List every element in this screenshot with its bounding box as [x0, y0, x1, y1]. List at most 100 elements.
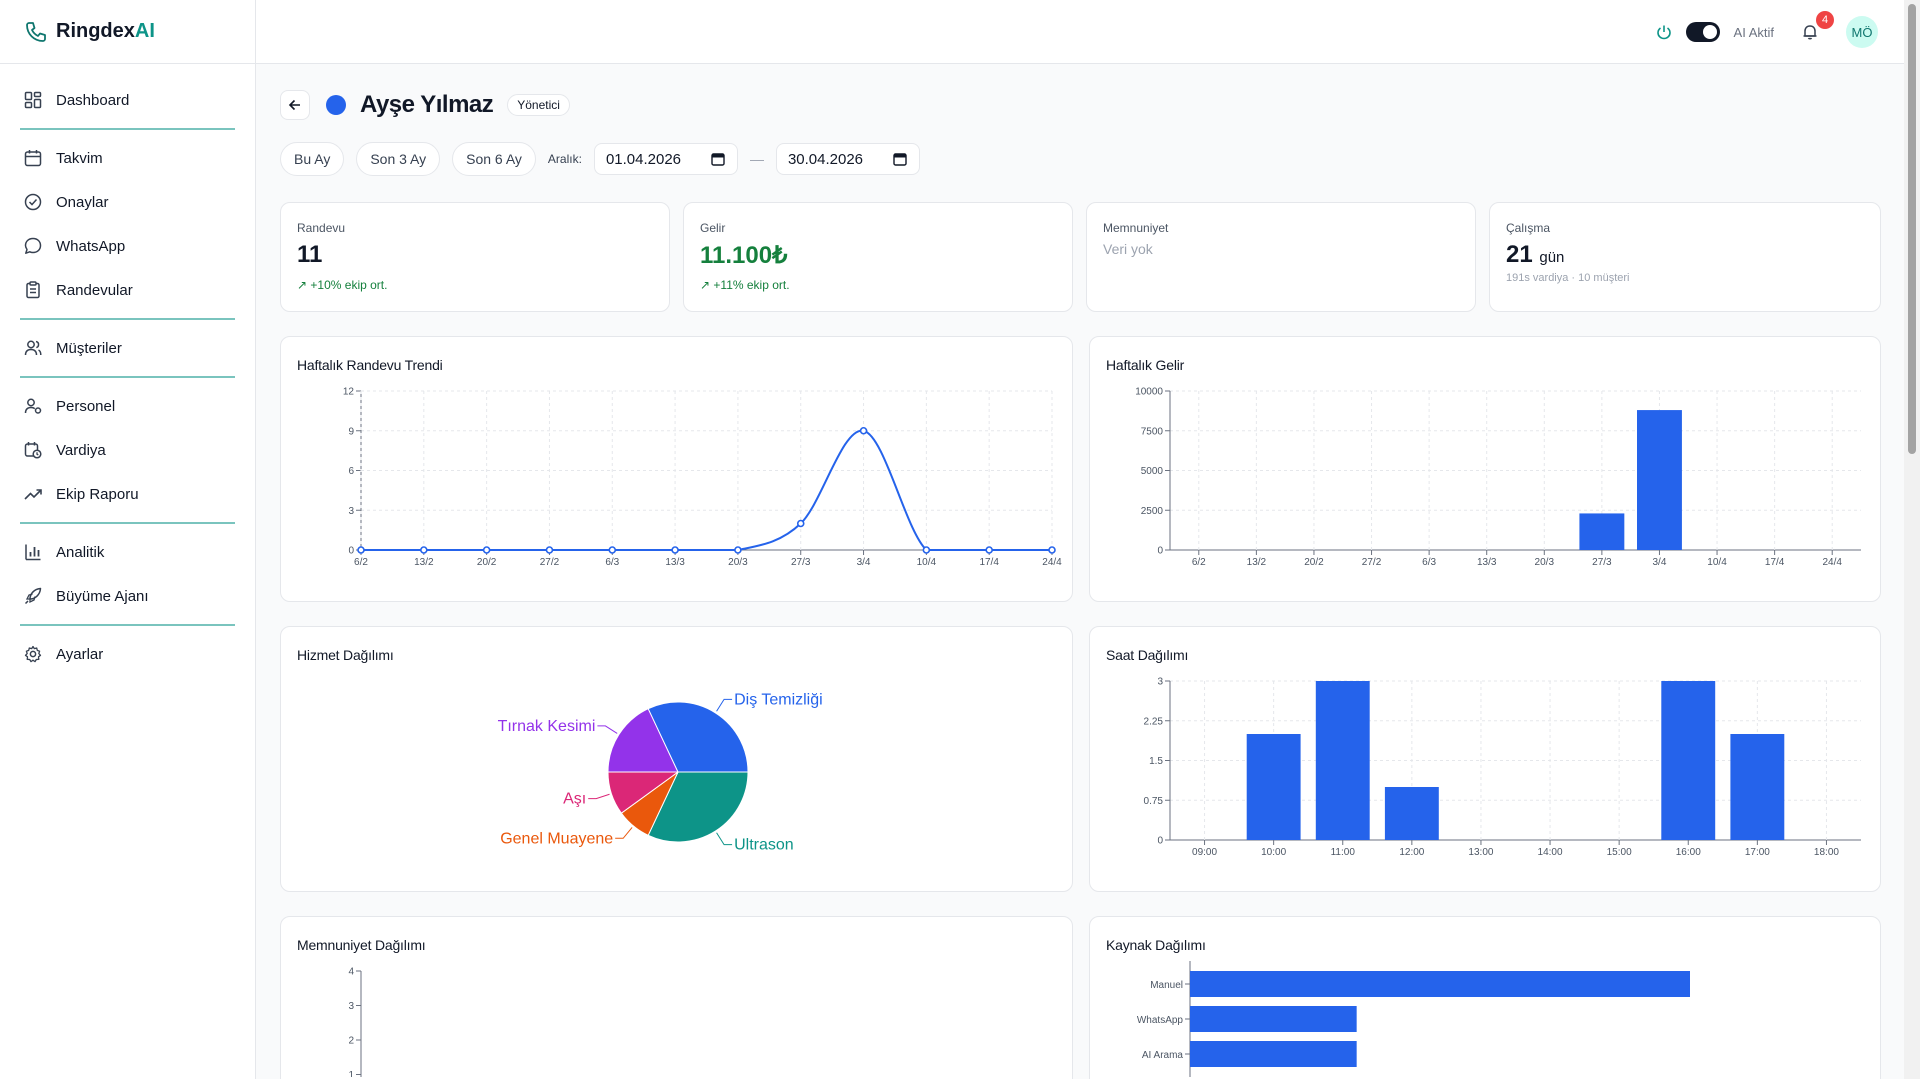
x-tick-label: 20/3: [728, 557, 748, 568]
ai-status-label: AI Aktif: [1733, 24, 1774, 40]
x-tick-label: 17/4: [979, 557, 999, 568]
y-tick-label: Manuel: [1150, 980, 1183, 991]
kpi-title: Çalışma: [1506, 221, 1551, 235]
data-point: [357, 546, 365, 554]
chart-title: Hizmet Dağılımı: [297, 647, 394, 663]
sidebar-item-label: WhatsApp: [56, 237, 126, 255]
sidebar-item-label: Vardiya: [56, 441, 106, 459]
sidebar-item-randevular[interactable]: Randevular: [20, 268, 235, 312]
service-distribution-chart: Ultrason Genel Muayene Aşı Tırnak Kesimi Diş…: [498, 691, 823, 854]
chart-card-weekly-appointments: Haftalık Randevu Trendi 0 3 6 9 12 6/2 13/2 20/…: [280, 336, 1073, 602]
calendar-icon[interactable]: [893, 152, 907, 166]
sidebar-item-onaylar[interactable]: Onaylar: [20, 180, 235, 224]
start-date-input[interactable]: 01.04.2026: [593, 143, 738, 175]
kpi-value: 21 gün: [1506, 241, 1565, 268]
check-circle-icon: [24, 193, 42, 211]
sidebar-item-label: Takvim: [56, 149, 103, 167]
kpi-value: 11.100₺: [700, 242, 788, 269]
start-date-value: 01.04.2026: [605, 150, 682, 168]
sidebar-item-analitik[interactable]: Analitik: [20, 530, 235, 574]
trend-up-icon: ↗: [700, 278, 711, 292]
data-point: [734, 546, 742, 554]
y-tick-label: 10000: [1135, 387, 1163, 398]
chart-card-weekly-revenue: Haftalık Gelir 0 2500 5000 7500 10000 6/2 13/2…: [1089, 336, 1881, 602]
kpi-empty-state: Veri yok: [1103, 241, 1153, 257]
x-tick-label: 20/2: [477, 557, 497, 568]
hour-distribution-chart: 0 0.75 1.5 2.25 3 09:00 10:00 11:00 12:00 13:00 14…: [1144, 677, 1861, 858]
pie-leader-line: [716, 832, 733, 846]
nav-divider: [20, 128, 235, 130]
y-tick-label: WhatsApp: [1137, 1015, 1184, 1026]
notifications-button[interactable]: 4: [1798, 11, 1834, 44]
sidebar-item-ekip-raporu[interactable]: Ekip Raporu: [20, 472, 235, 516]
sidebar-item-whatsapp[interactable]: WhatsApp: [20, 224, 235, 268]
data-point: [796, 519, 805, 528]
scrollbar-thumb[interactable]: [1908, 4, 1916, 454]
back-button[interactable]: [280, 90, 310, 120]
pie-label: Diş Temizliği: [734, 691, 823, 708]
kpi-detail: 191s vardiya · 10 müşteri: [1506, 272, 1630, 284]
main-content: Ayşe Yılmaz Yönetici Bu Ay Son 3 Ay Son …: [280, 88, 1881, 1079]
bar: [1384, 787, 1439, 840]
filter-last-6-months[interactable]: Son 6 Ay: [452, 142, 536, 176]
sidebar-item-vardiya[interactable]: Vardiya: [20, 428, 235, 472]
chart-title: Kaynak Dağılımı: [1106, 937, 1206, 953]
x-tick-label: 20/2: [1304, 557, 1324, 568]
x-tick-label: 10:00: [1261, 847, 1286, 858]
avatar[interactable]: MÖ: [1846, 16, 1878, 48]
scrollbar[interactable]: [1904, 0, 1920, 1079]
sidebar-item-dashboard[interactable]: Dashboard: [20, 78, 235, 122]
data-point: [922, 546, 931, 554]
data-point: [985, 546, 993, 554]
arrow-left-icon: [288, 99, 300, 111]
trend-up-icon: ↗: [297, 278, 308, 292]
gear-icon: [24, 645, 42, 663]
sidebar-item-ayarlar[interactable]: Ayarlar: [20, 632, 235, 676]
ai-toggle[interactable]: [1685, 22, 1720, 42]
y-tick-label: 2: [348, 1036, 354, 1047]
bar: [1637, 410, 1682, 550]
pie-label: Tırnak Kesimi: [498, 718, 596, 735]
calendar-icon[interactable]: [711, 152, 725, 166]
y-tick-label: 9: [348, 426, 354, 437]
sidebar-item-label: Ekip Raporu: [56, 485, 139, 503]
brand[interactable]: RingdexAI: [0, 0, 255, 64]
pie-leader-line: [588, 793, 610, 800]
y-tick-label: 2500: [1141, 506, 1164, 517]
y-tick-label: 0: [348, 546, 354, 557]
kpi-card-work: Çalışma 21 gün 191s vardiya · 10 müşteri: [1489, 202, 1881, 312]
phone-icon: [26, 21, 46, 42]
pie-leader-line: [597, 725, 618, 734]
chart-card-hour-distribution: Saat Dağılımı 0 0.75 1.5 2.25 3 09:00 10:00 11:…: [1089, 626, 1881, 892]
satisfaction-distribution-chart: 1 2 3 4: [348, 967, 362, 1077]
weekly-revenue-chart: 0 2500 5000 7500 10000 6/2 13/2 20/2 27/2 6/3 13/3…: [1135, 387, 1861, 568]
x-tick-label: 12:00: [1399, 847, 1424, 858]
kpi-row: Randevu 11 ↗ +10% ekip ort. Gelir 11.100…: [280, 202, 1881, 312]
y-tick-label: 3: [348, 1001, 354, 1012]
bar: [1190, 1041, 1357, 1067]
calendar-clock-icon: [24, 442, 42, 459]
brand-name: RingdexAI: [56, 20, 155, 42]
sidebar-item-musteriler[interactable]: Müşteriler: [20, 326, 235, 370]
profile-header: Ayşe Yılmaz Yönetici: [280, 88, 1881, 122]
sidebar-item-takvim[interactable]: Takvim: [20, 136, 235, 180]
pie-label: Ultrason: [734, 837, 794, 854]
date-filters: Bu Ay Son 3 Ay Son 6 Ay Aralık: 01.04.20…: [280, 142, 1881, 176]
sidebar-item-personel[interactable]: Personel: [20, 384, 235, 428]
x-tick-label: 13/3: [1477, 557, 1497, 568]
chart-title: Memnuniyet Dağılımı: [297, 937, 426, 953]
nav-divider: [20, 318, 235, 320]
end-date-input[interactable]: 30.04.2026: [775, 143, 920, 175]
y-tick-label: 3: [1157, 677, 1163, 688]
end-date-value: 30.04.2026: [787, 150, 864, 168]
data-point: [420, 546, 428, 554]
sidebar-item-buyume-ajani[interactable]: Büyüme Ajanı: [20, 574, 235, 618]
sidebar-item-label: Müşteriler: [56, 339, 122, 357]
x-tick-label: 24/4: [1822, 557, 1842, 568]
kpi-card-revenue: Gelir 11.100₺ ↗ +11% ekip ort.: [683, 202, 1073, 312]
filter-last-3-months[interactable]: Son 3 Ay: [356, 142, 441, 176]
bar: [1190, 971, 1690, 997]
calendar-icon: [24, 150, 42, 167]
filter-this-month[interactable]: Bu Ay: [280, 142, 345, 176]
profile-color-dot: [326, 95, 346, 115]
